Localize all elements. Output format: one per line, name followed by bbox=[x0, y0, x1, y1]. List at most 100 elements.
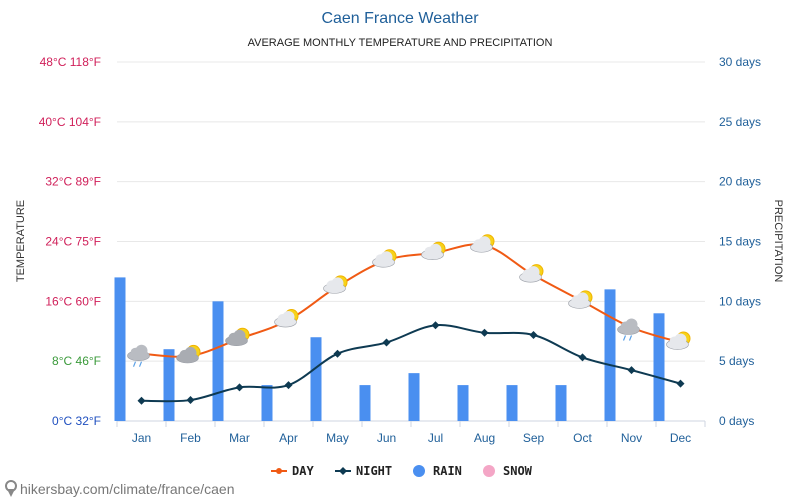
legend-item-night: NIGHT bbox=[335, 464, 392, 478]
cloud-puff bbox=[380, 251, 393, 264]
partly-sunny-icon bbox=[274, 309, 299, 328]
legend-item-day: DAY bbox=[271, 464, 314, 478]
legend-marker bbox=[276, 468, 282, 474]
left-tick-label: 24°C 75°F bbox=[45, 235, 101, 249]
rain-cloud-icon bbox=[617, 318, 640, 341]
rain-drop bbox=[622, 335, 627, 341]
night-point bbox=[578, 353, 587, 362]
left-tick-label: 48°C 118°F bbox=[40, 55, 101, 69]
chart-legend: DAY NIGHT RAIN SNOW bbox=[271, 464, 533, 478]
partly-sunny-icon bbox=[372, 249, 397, 268]
legend-label: NIGHT bbox=[356, 464, 392, 478]
cloud-puff bbox=[184, 346, 197, 359]
x-tick-label: Jun bbox=[377, 431, 396, 445]
rain-drop bbox=[628, 335, 633, 341]
cloud-puff bbox=[478, 236, 491, 249]
partly-sunny-icon bbox=[568, 290, 593, 309]
night-point bbox=[529, 330, 538, 339]
cloud-puff bbox=[331, 277, 344, 290]
night-point bbox=[186, 396, 195, 405]
left-tick-label: 0°C 32°F bbox=[52, 414, 101, 428]
rain-bar bbox=[555, 385, 567, 421]
cloud-puff bbox=[282, 311, 295, 324]
night-point bbox=[627, 366, 636, 375]
right-tick-label: 25 days bbox=[719, 115, 761, 129]
partly-cloudy-icon bbox=[176, 344, 201, 364]
rain-bar bbox=[653, 313, 665, 421]
left-axis-title: TEMPERATURE bbox=[15, 200, 27, 282]
legend-marker bbox=[339, 467, 347, 475]
partly-sunny-icon bbox=[519, 264, 544, 283]
right-axis-title: PRECIPITATION bbox=[772, 200, 784, 283]
rain-bar bbox=[457, 385, 469, 421]
night-line bbox=[141, 324, 681, 403]
rain-drop bbox=[138, 361, 143, 367]
night-point bbox=[235, 383, 244, 392]
x-tick-label: Dec bbox=[670, 431, 691, 445]
night-point bbox=[382, 338, 391, 347]
cloud-puff bbox=[429, 243, 442, 256]
grid-lines bbox=[116, 61, 706, 427]
right-tick-label: 10 days bbox=[719, 294, 761, 308]
rain-drop bbox=[132, 361, 137, 367]
cloud-puff bbox=[674, 333, 687, 346]
x-tick-label: Jul bbox=[428, 431, 443, 445]
left-tick-label: 32°C 89°F bbox=[45, 175, 101, 189]
right-tick-label: 20 days bbox=[719, 175, 761, 189]
pin-icon bbox=[5, 480, 17, 497]
rain-bar bbox=[310, 337, 322, 421]
x-tick-label: Oct bbox=[573, 431, 592, 445]
night-point bbox=[333, 349, 342, 358]
x-tick-label: Apr bbox=[279, 431, 298, 445]
source-link[interactable]: hikersbay.com/climate/france/caen bbox=[20, 481, 235, 497]
x-tick-label: Jan bbox=[132, 431, 151, 445]
partly-sunny-icon bbox=[470, 234, 495, 253]
x-tick-label: Mar bbox=[229, 431, 250, 445]
rain-bar bbox=[212, 301, 224, 421]
x-tick-label: Aug bbox=[474, 431, 495, 445]
cloud-puff bbox=[135, 344, 148, 357]
partly-sunny-icon bbox=[421, 241, 446, 261]
partly-cloudy-icon bbox=[225, 327, 250, 347]
x-tick-label: Nov bbox=[621, 431, 642, 445]
left-tick-label: 40°C 104°F bbox=[39, 115, 101, 129]
source-footer[interactable]: hikersbay.com/climate/france/caen bbox=[5, 480, 235, 497]
rain-bar bbox=[114, 277, 126, 421]
partly-sunny-icon bbox=[666, 331, 691, 350]
x-axis-ticks: Jan Feb Mar Apr May Jun Jul Aug Sep Oct Nov Dec bbox=[132, 431, 691, 445]
weather-icons bbox=[127, 234, 691, 367]
left-tick-label: 8°C 46°F bbox=[52, 354, 101, 368]
chart-subtitle: AVERAGE MONTHLY TEMPERATURE AND PRECIPIT… bbox=[248, 37, 553, 49]
cloud-puff bbox=[576, 292, 589, 305]
chart-title: Caen France Weather bbox=[321, 10, 479, 27]
right-tick-label: 5 days bbox=[719, 354, 754, 368]
rain-bar bbox=[604, 289, 616, 421]
right-tick-label: 30 days bbox=[719, 55, 761, 69]
x-tick-label: Feb bbox=[180, 431, 201, 445]
legend-label: RAIN bbox=[433, 464, 462, 478]
cloud-puff bbox=[625, 318, 638, 331]
cloud-puff bbox=[233, 329, 246, 342]
rain-bar bbox=[359, 385, 371, 421]
partly-sunny-icon bbox=[323, 275, 348, 294]
night-point bbox=[137, 396, 146, 405]
right-tick-label: 15 days bbox=[719, 235, 761, 249]
legend-label: DAY bbox=[292, 464, 314, 478]
night-point bbox=[284, 381, 293, 390]
night-point bbox=[676, 379, 685, 388]
rain-bar bbox=[408, 373, 420, 421]
night-point bbox=[480, 328, 489, 337]
rain-cloud-icon bbox=[127, 344, 150, 367]
right-axis-ticks: 0 days 5 days 10 days 15 days 20 days 25 days… bbox=[719, 55, 761, 428]
legend-marker bbox=[413, 465, 425, 477]
legend-marker bbox=[483, 465, 495, 477]
cloud-puff bbox=[527, 266, 540, 279]
legend-label: SNOW bbox=[503, 464, 533, 478]
night-point bbox=[431, 321, 440, 330]
rain-bar bbox=[506, 385, 518, 421]
left-axis-ticks: 0°C 32°F 8°C 46°F 16°C 60°F 24°C 75°F 32°C 8… bbox=[39, 55, 101, 428]
rain-bars bbox=[114, 277, 665, 421]
left-tick-label: 16°C 60°F bbox=[45, 294, 101, 308]
legend-item-snow: SNOW bbox=[483, 464, 533, 478]
